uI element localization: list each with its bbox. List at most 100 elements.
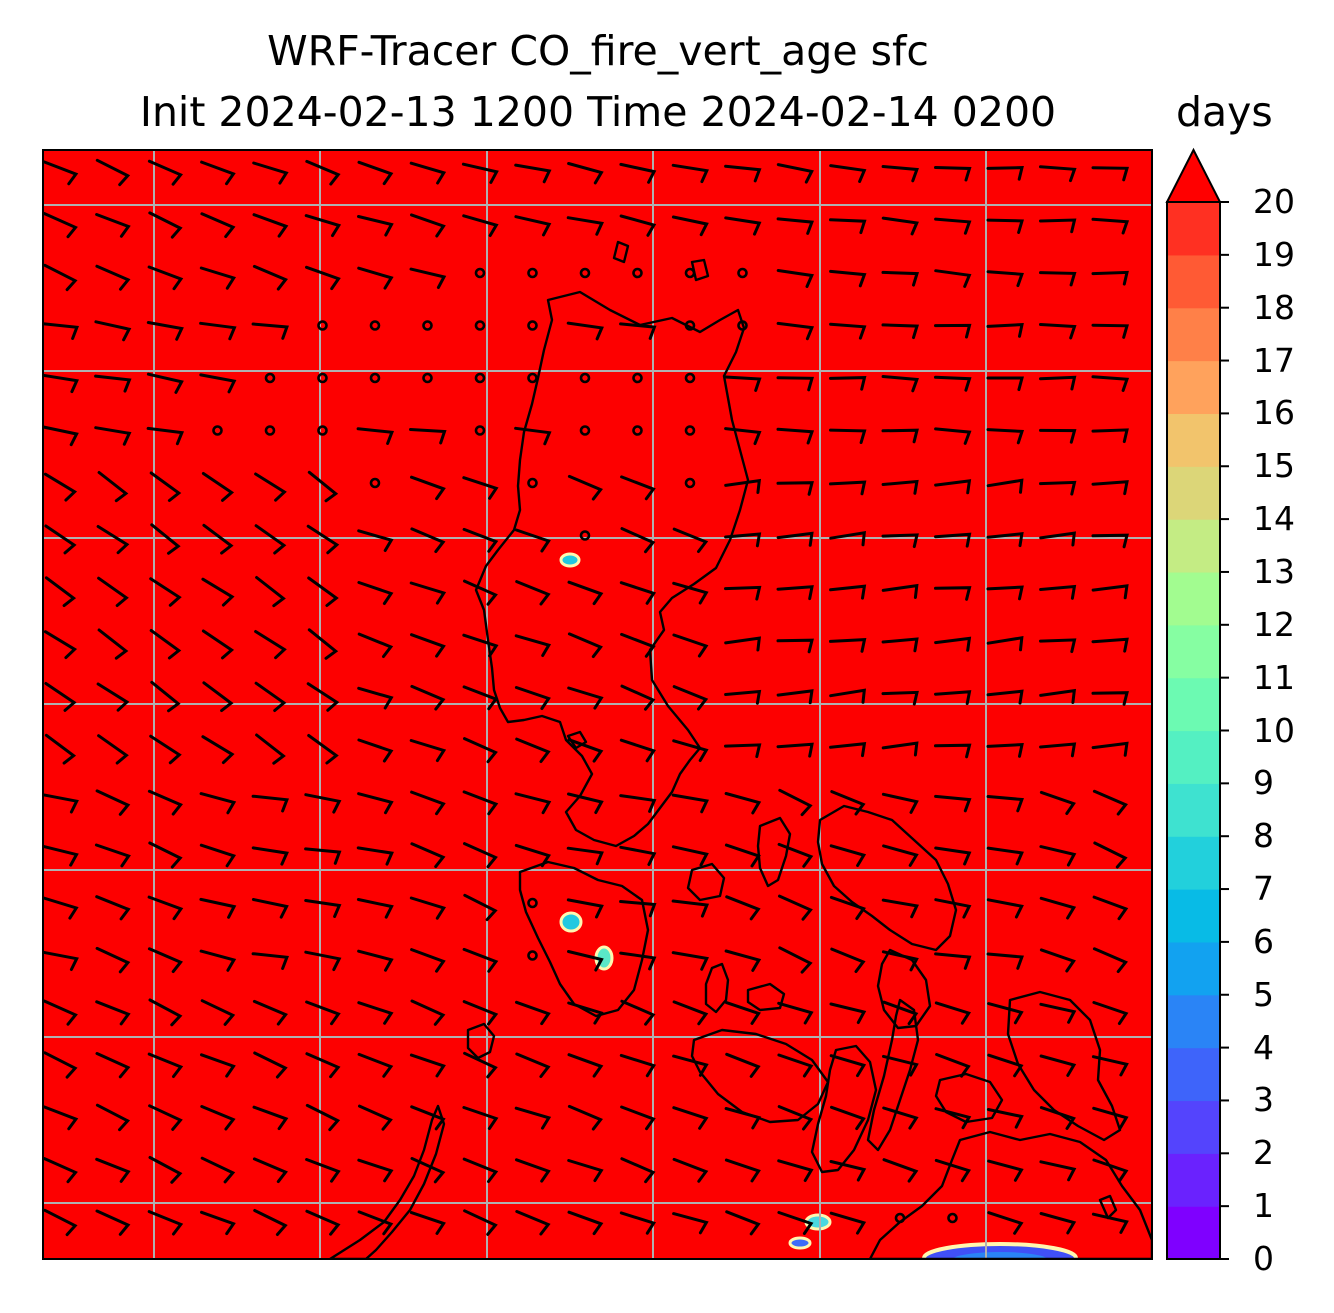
calm-wind-circle: [737, 267, 748, 279]
colorbar-segment: [1167, 783, 1220, 837]
wind-barb: [829, 1002, 867, 1024]
wind-barb: [934, 1158, 972, 1183]
colorbar-segment: [1167, 889, 1220, 943]
calm-wind-circle: [632, 372, 643, 384]
wind-barb: [305, 159, 341, 186]
wind-barb: [201, 629, 235, 660]
wind-barb: [409, 1211, 446, 1235]
wind-barb: [254, 524, 287, 555]
wind-barb: [254, 630, 287, 660]
colorbar-extend-arrow: [1165, 147, 1222, 203]
wind-barb: [672, 1212, 709, 1235]
wind-barb: [253, 1051, 288, 1079]
wind-barb: [829, 1054, 867, 1078]
wind-barb: [200, 1105, 236, 1131]
wind-barb: [934, 794, 972, 813]
wind-barb: [94, 374, 132, 393]
wind-barb: [619, 794, 657, 813]
colorbar-tick-label: 13: [1253, 551, 1295, 591]
wind-barb: [1039, 790, 1076, 815]
wind-barb: [1039, 375, 1077, 391]
wind-barb: [1039, 638, 1077, 654]
wind-barb: [409, 267, 447, 289]
calm-wind-circle: [527, 897, 538, 909]
wind-barb: [620, 632, 656, 658]
colorbar-tick-label: 15: [1253, 446, 1295, 486]
coastline-luzon: [474, 290, 750, 848]
wind-barb: [306, 524, 340, 555]
calm-wind-circle: [684, 425, 696, 436]
wind-barb: [463, 842, 498, 869]
wind-barb: [358, 1104, 393, 1131]
wind-barb: [724, 949, 762, 972]
wind-barb: [200, 1053, 236, 1078]
wind-barb: [462, 1157, 499, 1183]
wind-barb: [986, 846, 1024, 866]
colorbar-tick-label: 11: [1253, 657, 1295, 697]
wind-barb: [462, 1106, 499, 1130]
calm-wind-circle: [579, 530, 591, 541]
wind-barb: [619, 322, 657, 340]
wind-barb: [777, 1053, 814, 1078]
wind-barb: [567, 1001, 604, 1025]
wind-barb: [304, 950, 342, 972]
wind-barb: [778, 894, 813, 921]
wind-barb: [44, 524, 77, 555]
wind-barb: [672, 739, 709, 762]
calm-wind-circle: [317, 320, 328, 331]
wind-barb: [881, 637, 919, 653]
wind-barb: [986, 742, 1024, 758]
wind-barb: [357, 792, 394, 815]
wind-barb: [43, 212, 78, 239]
wind-barb: [1039, 271, 1077, 287]
wind-barb: [251, 952, 290, 970]
calm-wind-circle: [684, 372, 696, 384]
wind-barb: [672, 527, 709, 553]
wind-barb: [881, 690, 919, 706]
calm-wind-circle: [212, 425, 223, 436]
wind-barb: [97, 628, 129, 660]
colorbar-tick-label: 1: [1253, 1186, 1274, 1226]
wind-barb: [43, 999, 78, 1026]
wind-barb: [829, 480, 867, 496]
calm-wind-circle: [632, 425, 643, 436]
wind-barb: [934, 479, 972, 495]
wind-barb: [881, 479, 919, 495]
calm-wind-circle: [369, 372, 381, 384]
wind-barb: [409, 581, 447, 605]
wind-barb: [829, 376, 867, 391]
wind-barb: [829, 218, 867, 235]
wind-barb: [829, 742, 867, 758]
coastline-taal-lake: [566, 730, 588, 750]
wind-barb: [986, 166, 1024, 181]
wind-barb: [199, 373, 237, 394]
wind-barb: [776, 217, 814, 235]
wind-barb: [95, 946, 131, 974]
coastline-masbate: [756, 816, 792, 888]
wind-barb: [986, 898, 1024, 919]
wind-barb: [95, 895, 131, 921]
colorbar: [1165, 147, 1229, 1260]
wind-barb: [724, 1107, 762, 1130]
wind-barb: [776, 269, 814, 288]
wind-barb: [934, 532, 972, 548]
wind-barb: [829, 164, 867, 183]
wind-barb: [356, 427, 395, 445]
colorbar-segment: [1167, 730, 1220, 784]
low-age-patch: [788, 1236, 812, 1250]
wind-barb: [671, 845, 709, 867]
wind-barb: [97, 576, 129, 607]
wind-barb: [304, 214, 342, 238]
wind-barb: [881, 583, 919, 599]
wind-barb: [881, 533, 919, 549]
wind-barb: [410, 633, 446, 658]
wind-barb: [1092, 1158, 1129, 1183]
wind-barb: [566, 898, 604, 919]
wind-barb: [986, 795, 1024, 813]
wind-barb: [671, 951, 709, 971]
wind-barb: [410, 1105, 446, 1131]
coastline-sulu-islands: [1098, 1194, 1118, 1220]
wind-barb: [881, 270, 920, 287]
wind-barb: [1092, 789, 1128, 816]
wind-barb: [776, 376, 814, 392]
